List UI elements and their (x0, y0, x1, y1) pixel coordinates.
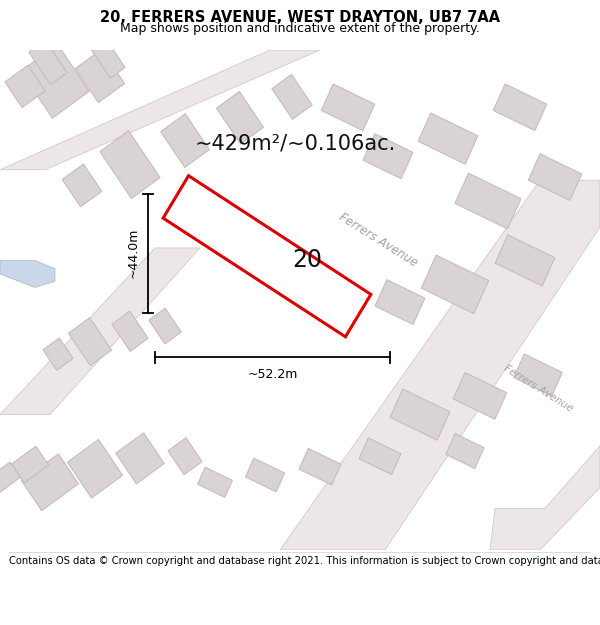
Polygon shape (0, 462, 20, 492)
Text: 20: 20 (292, 248, 322, 272)
Polygon shape (280, 180, 600, 550)
Polygon shape (68, 318, 112, 366)
Polygon shape (197, 468, 232, 498)
Text: Ferrers Avenue: Ferrers Avenue (336, 210, 420, 269)
Polygon shape (163, 176, 371, 337)
Polygon shape (418, 113, 478, 164)
Text: ~52.2m: ~52.2m (247, 368, 298, 381)
Polygon shape (453, 372, 507, 419)
Polygon shape (0, 248, 200, 414)
Polygon shape (514, 354, 562, 396)
Polygon shape (22, 454, 79, 511)
Polygon shape (29, 41, 67, 84)
Polygon shape (168, 438, 202, 475)
Polygon shape (299, 448, 341, 485)
Polygon shape (490, 446, 600, 550)
Polygon shape (272, 74, 312, 119)
Text: Contains OS data © Crown copyright and database right 2021. This information is : Contains OS data © Crown copyright and d… (9, 556, 600, 566)
Polygon shape (11, 446, 49, 483)
Polygon shape (62, 164, 102, 207)
Polygon shape (390, 389, 450, 440)
Polygon shape (100, 131, 160, 199)
Polygon shape (446, 434, 484, 469)
Polygon shape (76, 49, 125, 102)
Polygon shape (67, 439, 122, 498)
Text: Map shows position and indicative extent of the property.: Map shows position and indicative extent… (120, 22, 480, 35)
Polygon shape (217, 91, 263, 144)
Polygon shape (21, 44, 89, 118)
Polygon shape (359, 438, 401, 474)
Polygon shape (528, 154, 582, 201)
Polygon shape (245, 458, 284, 492)
Text: ~44.0m: ~44.0m (127, 228, 140, 278)
Polygon shape (0, 50, 320, 170)
Text: ~429m²/~0.106ac.: ~429m²/~0.106ac. (195, 133, 396, 153)
Polygon shape (161, 114, 209, 168)
Polygon shape (0, 261, 55, 288)
Polygon shape (455, 173, 521, 229)
Polygon shape (112, 311, 148, 351)
Polygon shape (495, 235, 555, 286)
Polygon shape (116, 433, 164, 484)
Polygon shape (375, 279, 425, 324)
Text: Ferrers Avenue: Ferrers Avenue (502, 363, 574, 414)
Polygon shape (5, 65, 45, 108)
Polygon shape (91, 39, 125, 78)
Polygon shape (421, 255, 488, 314)
Polygon shape (149, 308, 181, 344)
Text: 20, FERRERS AVENUE, WEST DRAYTON, UB7 7AA: 20, FERRERS AVENUE, WEST DRAYTON, UB7 7A… (100, 10, 500, 25)
Polygon shape (363, 134, 413, 179)
Polygon shape (43, 338, 73, 371)
Polygon shape (493, 84, 547, 131)
Polygon shape (321, 84, 375, 131)
